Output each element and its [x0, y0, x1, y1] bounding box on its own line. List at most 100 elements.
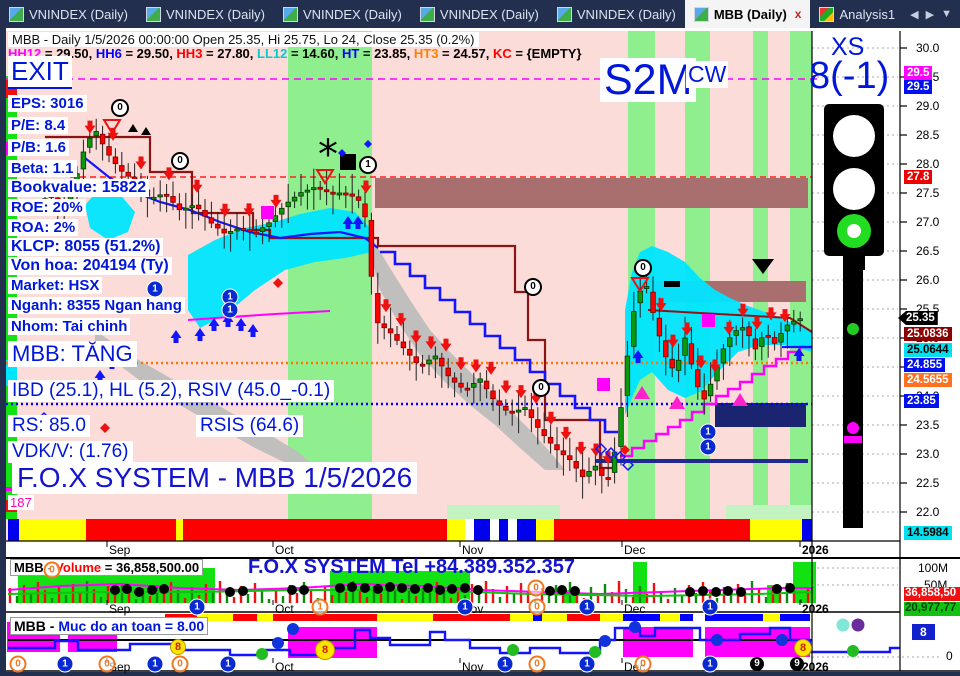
price-axis-tick: 22.0 — [916, 505, 940, 519]
tab-label: VNINDEX (Daily) — [302, 6, 402, 22]
tab-vnindex-daily-[interactable]: VNINDEX (Daily) — [0, 0, 137, 28]
month-safe-label: Nov — [462, 660, 484, 674]
tab-vnindex-daily-[interactable]: VNINDEX (Daily) — [137, 0, 274, 28]
tab-vnindex-daily-[interactable]: VNINDEX (Daily) — [411, 0, 548, 28]
price-axis-tick: 22.5 — [916, 476, 940, 490]
indicator-values-line: HH12 = 29.50, HH6 = 29.50, HH3 = 27.80, … — [8, 46, 582, 61]
next-tab-icon[interactable]: ▶ — [925, 8, 935, 21]
month-main-label: Sep — [109, 543, 131, 557]
volume-value-badge: 36,858,50 — [904, 587, 960, 601]
volume-axis-marker: 1 — [456, 598, 474, 616]
label-part: KC — [493, 46, 512, 61]
ibd-indicator-label: IBD (25.1), HL (5.2), RSIV (45.0_-0.1) — [8, 380, 335, 402]
label-part: HH3 — [176, 46, 203, 61]
chart-icon — [9, 6, 24, 22]
green-dot — [847, 645, 859, 657]
tab-label: VNINDEX (Daily) — [576, 6, 676, 22]
fundamental-label: EPS: 3016 — [8, 95, 87, 112]
safety-axis-marker: 1 — [219, 655, 237, 673]
green-dot — [507, 644, 519, 656]
fundamental-label: P/B: 1.6 — [8, 139, 70, 156]
tab-label: VNINDEX (Daily) — [439, 6, 539, 22]
safety-axis-marker: 0 — [9, 655, 27, 673]
chart-icon — [556, 6, 572, 22]
circled-signal-marker: 0 — [171, 152, 189, 170]
green-dot — [589, 646, 601, 658]
signal-xs-label: XS — [831, 33, 865, 61]
fundamental-label: Market: HSX — [8, 277, 103, 294]
circled-signal-marker: 1 — [359, 156, 377, 174]
month-safe-label: Oct — [275, 660, 294, 674]
price-axis-badge: 14.5984 — [904, 526, 952, 540]
circled-blue-marker: 1 — [221, 301, 239, 319]
purple-dot — [851, 618, 865, 632]
price-axis-badge: 29.5 — [904, 80, 933, 94]
month-main-label: 2026 — [802, 543, 829, 557]
price-axis-badge: 23.85 — [904, 394, 939, 408]
safety-axis-marker: 9 — [790, 657, 804, 671]
fundamental-label: Bookvalue: 15822 — [8, 179, 150, 197]
volume-axis-100m: 100M — [918, 561, 949, 575]
tab-menu-icon[interactable]: ▼ — [941, 8, 952, 20]
circled-blue-marker: 1 — [699, 438, 717, 456]
tab-bar: VNINDEX (Daily) VNINDEX (Daily) VNINDEX (D… — [0, 0, 960, 28]
safety-pane-title: MBB - Muc do an toan = 8.00 — [10, 617, 209, 635]
tab-vnindex-daily-[interactable]: VNINDEX (Daily) — [548, 0, 685, 28]
signal-count-label: 8(-1) — [809, 55, 890, 97]
analysis-icon — [819, 6, 835, 22]
blue-dot — [629, 621, 641, 633]
tab-analysis1[interactable]: Analysis1 — [810, 0, 904, 28]
safety-value-badge: 8 — [912, 624, 935, 640]
tab-vnindex-daily-[interactable]: VNINDEX (Daily) — [274, 0, 411, 28]
volume-marker: 0 — [527, 579, 545, 597]
label-part: MBB - — [14, 618, 59, 634]
label-part: HH6 — [95, 46, 122, 61]
signal-cw-label: CW — [686, 61, 729, 88]
tab-mbb-daily-[interactable]: MBB (Daily) x — [684, 0, 811, 28]
label-part: Muc do an toan — [58, 618, 161, 634]
vdk-label: VDK/V: (1.76) — [8, 441, 133, 463]
label-part: = 27.80, — [202, 46, 258, 61]
safety-axis-marker: 9 — [750, 657, 764, 671]
label-part: Volume — [55, 560, 102, 575]
fundamental-label: ROA: 2% — [8, 219, 79, 236]
signal-s2m-label: S2M — [600, 58, 697, 102]
fox-system-phone-watermark: F.O.X SYSTEM Tel +84.389.352.357 — [248, 556, 576, 578]
safety-axis-marker: 1 — [701, 655, 719, 673]
chart-icon — [282, 6, 298, 22]
bar-count-label: 187 — [8, 495, 34, 510]
label-part: LL12 — [257, 46, 288, 61]
prev-tab-icon[interactable]: ◀ — [910, 8, 919, 21]
label-part: = 23.85, — [362, 46, 414, 61]
fox-system-watermark: F.O.X SYSTEM - MBB 1/5/2026 — [12, 462, 418, 494]
rs-label: RS: 85.0 — [8, 415, 90, 437]
price-axis-badge: 25.35 — [898, 311, 938, 325]
chart-title-line: MBB - Daily 1/5/2026 00:00:00 Open 25.35… — [8, 32, 479, 47]
safety-axis-marker: 1 — [56, 655, 74, 673]
label-part: HT — [341, 46, 363, 61]
safety-axis-marker: 1 — [496, 655, 514, 673]
label-part: MBB - — [14, 560, 56, 575]
price-axis-tick: 27.0 — [916, 215, 940, 229]
close-tab-icon[interactable]: x — [794, 7, 802, 21]
rsis-label: RSIS (64.6) — [196, 415, 304, 437]
price-axis-badge: 25.0836 — [904, 327, 952, 341]
month-vol-label: Oct — [275, 602, 294, 616]
price-axis-tick: 23.5 — [916, 418, 940, 432]
month-vol-label: Dec — [624, 602, 646, 616]
blue-dot — [272, 637, 284, 649]
volume-pane-title: MBB - Volume = 36,858,500.00 — [10, 559, 204, 576]
price-axis-tick: 28.5 — [916, 128, 940, 142]
month-vol-label: 2026 — [802, 602, 829, 616]
price-axis-badge: 24.855 — [904, 358, 946, 372]
month-safe-label: 2026 — [802, 660, 829, 674]
safety-axis-marker: 0 — [634, 655, 652, 673]
blue-dot — [711, 634, 723, 646]
price-axis-tick: 26.5 — [916, 244, 940, 258]
volume-axis-marker: 0 — [528, 598, 546, 616]
price-axis-badge: 24.5655 — [904, 373, 952, 387]
price-axis-tick: 23.0 — [916, 447, 940, 461]
safety-axis-zero: 0 — [946, 649, 953, 663]
safety-level-marker: 8 — [315, 640, 335, 660]
